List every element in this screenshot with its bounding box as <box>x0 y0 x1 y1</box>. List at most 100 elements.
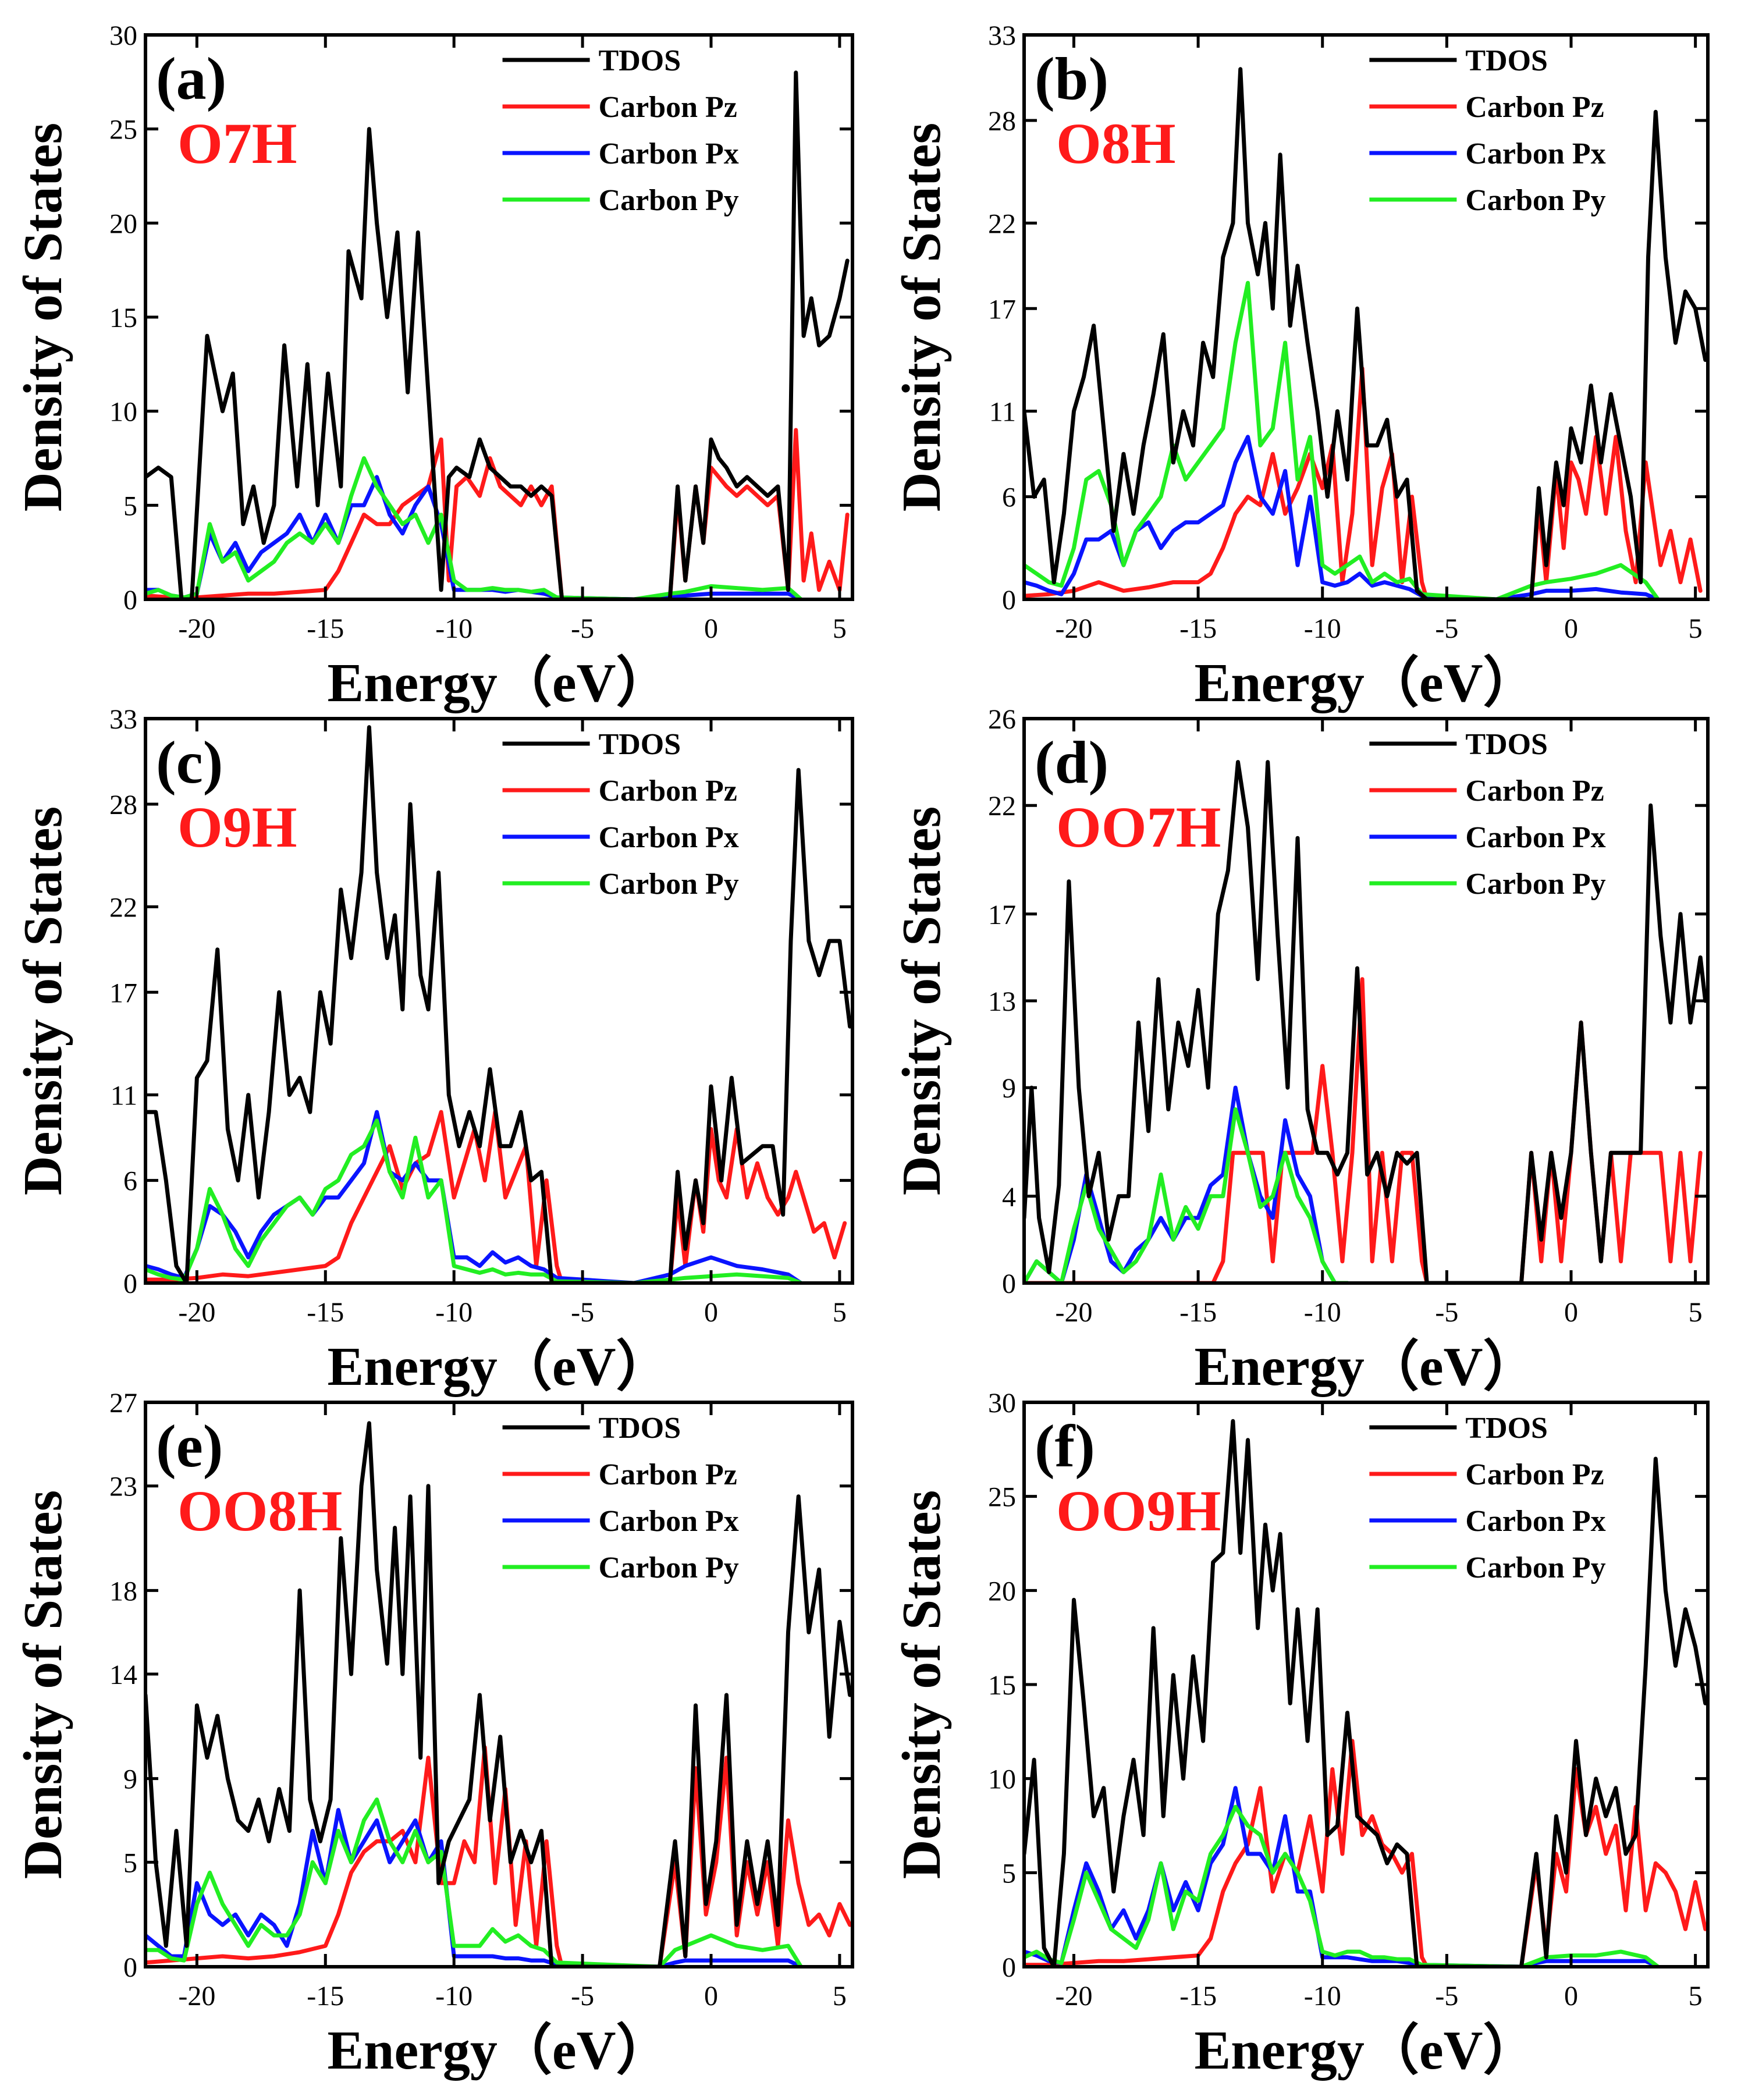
x-tick-label: -15 <box>1179 613 1217 644</box>
y-tick-label: 14 <box>109 1660 137 1690</box>
legend-label-carbon-py: Carbon Py <box>1465 868 1605 901</box>
x-tick-label: -20 <box>1055 1981 1092 2012</box>
y-tick-label: 28 <box>988 106 1016 137</box>
x-axis-title: Energy（eV） <box>1194 2020 1537 2081</box>
x-tick-label: -15 <box>307 1297 344 1328</box>
x-axis-title: Energy（eV） <box>1194 1337 1537 1397</box>
series-line-tdos <box>145 725 852 1283</box>
series-line-carbon-pz <box>1024 1739 1708 1967</box>
y-tick-label: 20 <box>988 1576 1016 1607</box>
structure-label: OO8H <box>177 1479 342 1543</box>
x-tick-label: -10 <box>1304 613 1341 644</box>
x-tick-label: -15 <box>1179 1297 1217 1328</box>
y-tick-label: 10 <box>988 1764 1016 1795</box>
y-axis-title: Density of States <box>13 806 73 1195</box>
y-tick-label: 28 <box>109 790 137 820</box>
x-tick-label: -5 <box>1435 1981 1458 2012</box>
series-line-tdos <box>1024 760 1708 1283</box>
legend-label-carbon-py: Carbon Py <box>1465 184 1605 217</box>
x-tick-label: 5 <box>833 1297 847 1328</box>
x-tick-label: -5 <box>571 1297 594 1328</box>
plot-frame <box>144 1401 854 1968</box>
y-tick-label: 17 <box>988 294 1016 325</box>
structure-label: OO7H <box>1056 795 1221 859</box>
x-axis-title: Energy（eV） <box>327 653 670 713</box>
legend-label-carbon-px: Carbon Px <box>599 821 739 854</box>
legend-label-carbon-px: Carbon Px <box>1465 137 1605 170</box>
panel-letter: (b) <box>1035 45 1108 112</box>
x-tick-label: -20 <box>178 613 215 644</box>
y-tick-label: 33 <box>988 20 1016 51</box>
y-tick-label: 5 <box>1002 1858 1016 1889</box>
y-tick-label: 11 <box>989 397 1016 428</box>
series-line-carbon-pz <box>145 428 850 599</box>
y-tick-label: 0 <box>1002 585 1016 616</box>
y-tick-label: 0 <box>123 585 137 616</box>
x-tick-label: 0 <box>704 1297 718 1328</box>
series-line-tdos <box>1024 1419 1708 1967</box>
y-tick-label: 22 <box>109 892 137 923</box>
y-tick-label: 22 <box>988 208 1016 239</box>
x-tick-label: 5 <box>1689 613 1703 644</box>
legend-label-carbon-pz: Carbon Pz <box>1465 91 1604 124</box>
x-tick-label: -10 <box>435 613 472 644</box>
panel-d: -20 -15 -10 -5 0 5 0 4 9 13 17 22 26 Energy（eV） Densit… <box>891 704 1710 1397</box>
legend-label-carbon-pz: Carbon Pz <box>1465 774 1604 808</box>
x-tick-label: 5 <box>1689 1981 1703 2012</box>
y-tick-label: 17 <box>988 900 1016 930</box>
y-axis-title: Density of States <box>891 1490 952 1879</box>
legend-label-carbon-px: Carbon Px <box>599 1505 739 1538</box>
series-line-carbon-pz <box>1024 366 1703 599</box>
legend-label-carbon-pz: Carbon Pz <box>599 774 737 808</box>
y-tick-label: 23 <box>109 1472 137 1502</box>
panel-letter: (f) <box>1035 1413 1095 1480</box>
y-tick-label: 15 <box>109 303 137 333</box>
y-tick-label: 25 <box>988 1482 1016 1513</box>
y-tick-label: 4 <box>1002 1182 1016 1213</box>
y-tick-label: 9 <box>1002 1073 1016 1104</box>
legend-label-carbon-px: Carbon Px <box>1465 821 1605 854</box>
series-line-tdos <box>145 1421 852 1967</box>
x-tick-label: 5 <box>833 1981 847 2012</box>
panel-letter: (c) <box>156 729 223 796</box>
x-tick-label: -5 <box>1435 1297 1458 1328</box>
panel-letter: (d) <box>1035 729 1108 796</box>
x-axis-title: Energy（eV） <box>327 1337 670 1397</box>
x-axis-title: Energy（eV） <box>1194 653 1537 713</box>
y-tick-label: 13 <box>988 986 1016 1017</box>
x-tick-label: 0 <box>704 1981 718 2012</box>
x-tick-label: -5 <box>571 613 594 644</box>
legend-label-carbon-py: Carbon Py <box>1465 1551 1605 1584</box>
panel-e: -20 -15 -10 -5 0 5 0 5 9 14 18 23 27 Energy（eV） Densit… <box>13 1388 854 2081</box>
x-tick-label: -15 <box>307 1981 344 2012</box>
legend-label-tdos: TDOS <box>599 728 681 761</box>
legend-label-tdos: TDOS <box>1465 44 1548 77</box>
y-tick-label: 0 <box>1002 1268 1016 1299</box>
structure-label: OO9H <box>1056 1479 1221 1543</box>
legend-label-carbon-py: Carbon Py <box>599 1551 739 1584</box>
y-tick-label: 18 <box>109 1576 137 1607</box>
x-tick-label: -15 <box>1179 1981 1217 2012</box>
y-tick-label: 27 <box>109 1388 137 1419</box>
y-tick-label: 17 <box>109 978 137 1008</box>
x-tick-label: -20 <box>178 1297 215 1328</box>
y-tick-label: 33 <box>109 704 137 735</box>
series-line-carbon-pz <box>1024 977 1703 1283</box>
panel-f: -20 -15 -10 -5 0 5 0 5 10 15 20 25 30 Energy（eV） Densi… <box>891 1388 1710 2081</box>
y-tick-label: 10 <box>109 397 137 428</box>
panel-c: -20 -15 -10 -5 0 5 0 6 11 17 22 28 33 Energy（eV） Densi… <box>13 704 854 1397</box>
series-line-carbon-py <box>1024 1804 1660 1967</box>
series-line-carbon-py <box>1024 280 1660 599</box>
series-line-carbon-py <box>1024 1107 1349 1283</box>
y-axis-title: Density of States <box>891 806 952 1195</box>
series-line-tdos <box>145 70 850 599</box>
legend-label-carbon-pz: Carbon Pz <box>599 1458 737 1491</box>
legend-label-carbon-py: Carbon Py <box>599 184 739 217</box>
y-tick-label: 30 <box>109 20 137 51</box>
x-tick-label: 0 <box>1564 1297 1578 1328</box>
series-line-carbon-pz <box>145 1110 847 1283</box>
y-tick-label: 5 <box>123 491 137 521</box>
x-tick-label: -5 <box>1435 613 1458 644</box>
series-line-tdos <box>1024 67 1708 599</box>
